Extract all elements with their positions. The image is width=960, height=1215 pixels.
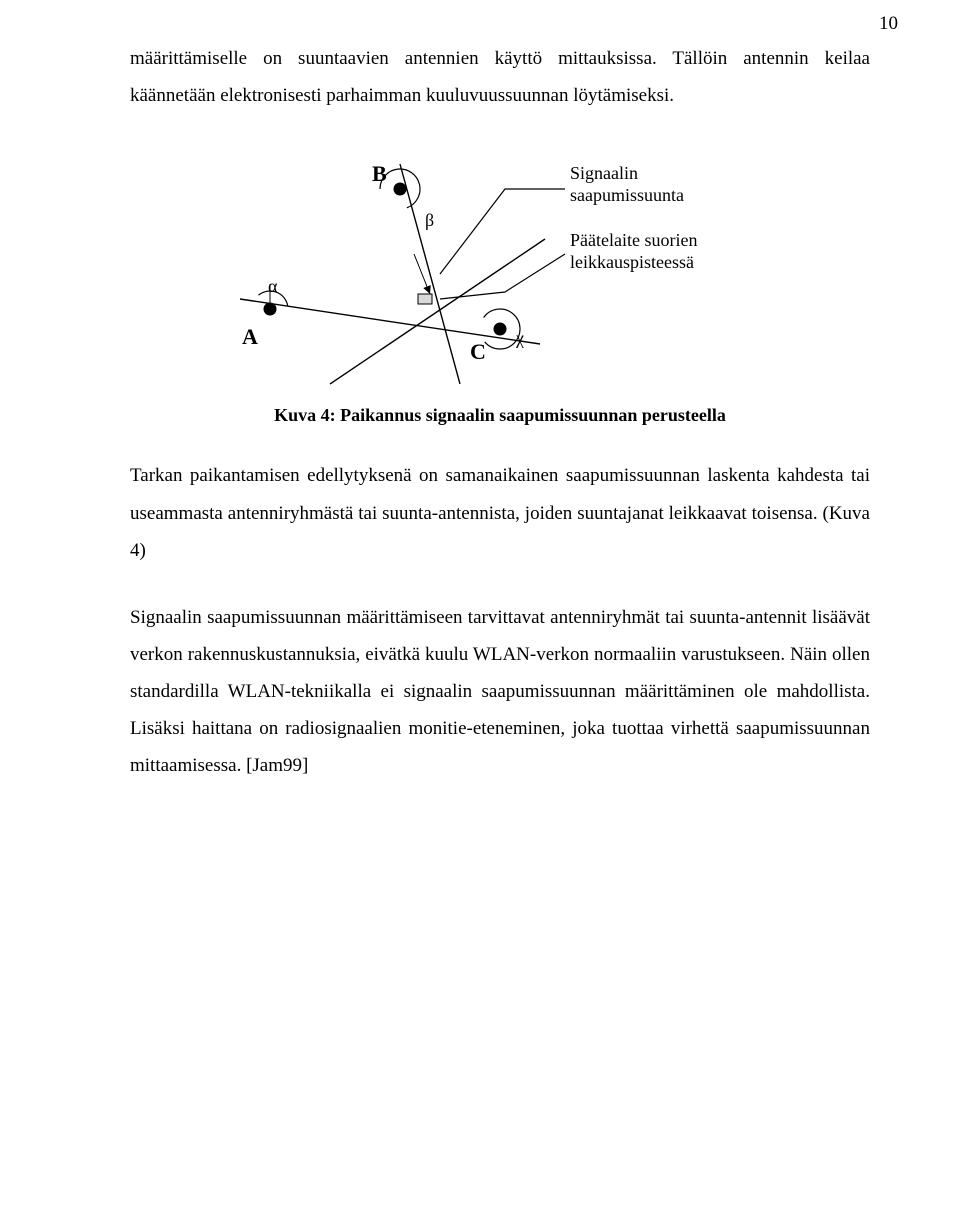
svg-text:β: β — [425, 210, 434, 230]
svg-text:saapumissuunta: saapumissuunta — [570, 185, 684, 205]
figure-caption: Kuva 4: Paikannus signaalin saapumissuun… — [130, 404, 870, 427]
page-number: 10 — [879, 14, 898, 33]
page: 10 määrittämiselle on suuntaavien antenn… — [0, 0, 960, 1215]
svg-text:Päätelaite suorien: Päätelaite suorien — [570, 230, 697, 250]
figure-4: Signaalinsaapumissuunta Päätelaite suorie… — [130, 144, 870, 427]
svg-text:Signaalin: Signaalin — [570, 163, 638, 183]
svg-text:α: α — [268, 276, 278, 296]
paragraph-1: määrittämiselle on suuntaavien antennien… — [130, 40, 870, 114]
svg-text:C: C — [470, 339, 486, 364]
paragraph-3: Signaalin saapumissuunnan määrittämiseen… — [130, 599, 870, 784]
svg-text:A: A — [242, 324, 258, 349]
svg-text:χ: χ — [515, 328, 524, 348]
paragraph-2: Tarkan paikantamisen edellytyksenä on sa… — [130, 457, 870, 568]
svg-text:leikkauspisteessä: leikkauspisteessä — [570, 252, 694, 272]
figure-svg: Signaalinsaapumissuunta Päätelaite suorie… — [210, 144, 790, 394]
svg-text:B: B — [372, 161, 387, 186]
